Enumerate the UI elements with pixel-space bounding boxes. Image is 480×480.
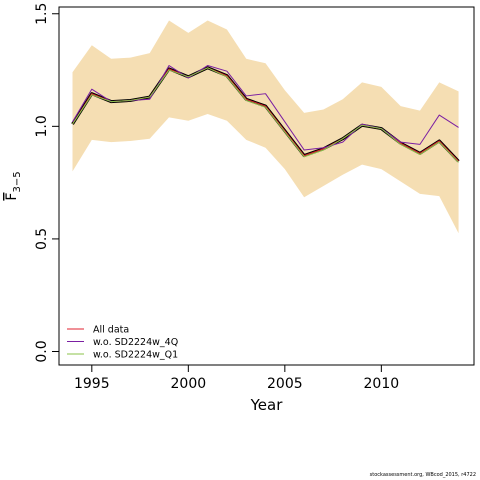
- y-tick-label: 0.0: [34, 340, 50, 362]
- series-line-1: [72, 65, 459, 151]
- y-tick-label: 1.5: [34, 3, 50, 25]
- series-line-2: [72, 67, 459, 163]
- footer-note: stockassessment.org, WBcod_2015, r4722: [369, 472, 476, 478]
- x-tick-label: 1995: [74, 376, 110, 392]
- x-tick-label: 2010: [364, 376, 400, 392]
- x-tick-label: 2000: [171, 376, 207, 392]
- y-axis-label: F3−5: [4, 171, 23, 200]
- y-tick-label: 0.5: [34, 228, 50, 250]
- y-tick-label: 1.0: [34, 115, 50, 137]
- legend-label-0: All data: [93, 325, 129, 336]
- y-axis-label-sub: 3−5: [12, 171, 23, 192]
- legend-label-2: w.o. SD2224w_Q1: [93, 350, 178, 361]
- x-tick-label: 2005: [267, 376, 303, 392]
- confidence-band: [72, 20, 459, 234]
- plot-frame: [58, 6, 475, 366]
- x-axis-label: Year: [250, 396, 284, 414]
- series-lines: [71, 65, 460, 163]
- legend-label-1: w.o. SD2224w_4Q: [93, 337, 178, 348]
- confidence-band-area: [72, 20, 459, 234]
- axes: 1995 2000 2005 2010 0.0 0.5 1.0 1.5 Year F3−5: [4, 3, 475, 414]
- y-axis-label-main: F: [4, 193, 20, 201]
